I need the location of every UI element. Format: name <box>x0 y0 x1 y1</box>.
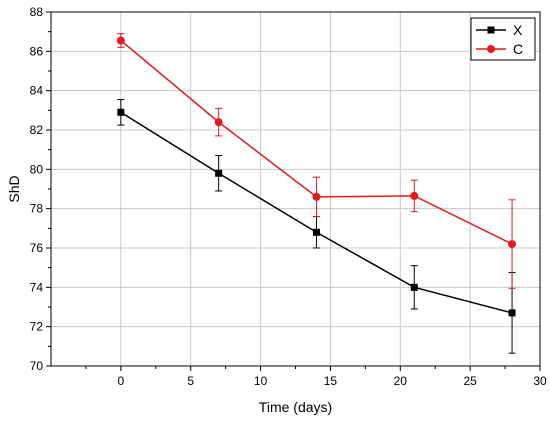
legend: X C <box>470 17 536 61</box>
x-tick-label: 0 <box>118 374 125 388</box>
legend-box <box>470 17 536 61</box>
y-tick-label: 74 <box>30 280 44 294</box>
y-tick-label: 72 <box>30 320 44 334</box>
data-point-x <box>117 108 125 116</box>
data-point-x <box>508 309 516 317</box>
y-tick-label: 88 <box>30 5 44 19</box>
series-layer <box>116 33 517 354</box>
legend-marker-x <box>487 26 495 34</box>
x-tick-label: 10 <box>254 374 268 388</box>
y-tick-label: 70 <box>30 359 44 373</box>
data-point-c <box>214 118 223 127</box>
x-tick-label: 25 <box>463 374 477 388</box>
x-tick-label: 15 <box>324 374 338 388</box>
legend-label-c: C <box>513 41 523 57</box>
x-tick-label: 30 <box>533 374 547 388</box>
x-tick-label: 20 <box>394 374 408 388</box>
data-point-x <box>410 283 418 291</box>
legend-label-x: X <box>513 22 523 38</box>
x-tick-label: 5 <box>187 374 194 388</box>
y-tick-label: 82 <box>30 123 44 137</box>
y-tick-label: 76 <box>30 241 44 255</box>
legend-marker-c <box>487 45 495 53</box>
data-point-x <box>215 169 223 177</box>
x-axis-label: Time (days) <box>259 399 332 415</box>
y-tick-label: 78 <box>30 202 44 216</box>
data-point-c <box>116 36 125 45</box>
axis-ticks: 0 5 10 15 20 25 30 70 72 74 76 78 80 82 84 86 88 <box>30 5 547 388</box>
data-point-c <box>312 192 321 201</box>
y-tick-label: 84 <box>30 84 44 98</box>
y-tick-label: 80 <box>30 162 44 176</box>
y-tick-label: 86 <box>30 44 44 58</box>
y-axis-label: ShD <box>6 175 22 202</box>
plot-background <box>51 12 540 366</box>
data-point-x <box>312 228 320 236</box>
data-point-c <box>410 191 419 200</box>
data-point-c <box>508 240 517 249</box>
plot-frame <box>50 11 541 367</box>
